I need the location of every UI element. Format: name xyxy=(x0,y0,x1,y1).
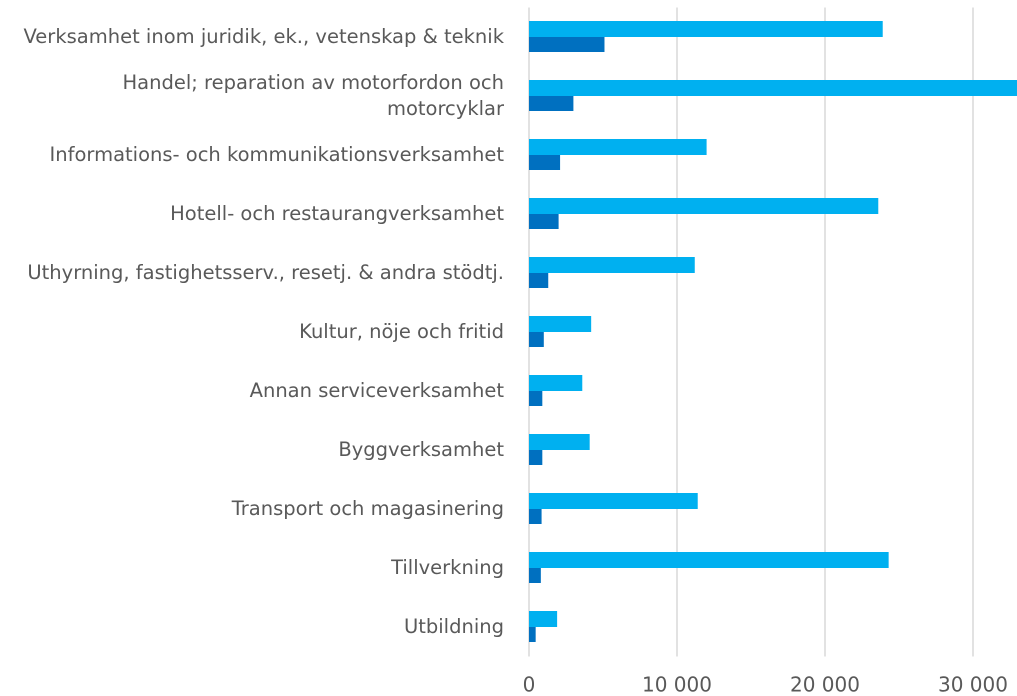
x-tick-label: 30 000 xyxy=(938,673,1008,696)
bar xyxy=(529,568,541,583)
bar xyxy=(529,332,544,347)
y-tick-label: Handel; reparation av motorfordon och mo… xyxy=(122,71,504,120)
x-tick-label: 10 000 xyxy=(642,673,712,696)
bar xyxy=(529,434,590,450)
bar xyxy=(529,273,549,288)
y-tick-label: Verksamhet inom juridik, ek., vetenskap … xyxy=(23,25,504,48)
bar xyxy=(529,257,695,273)
y-tick-label: Annan serviceverksamhet xyxy=(249,379,504,402)
bar xyxy=(529,155,561,170)
bar xyxy=(529,80,1017,96)
bar xyxy=(529,37,605,52)
bar xyxy=(529,198,879,214)
bar xyxy=(529,493,698,509)
x-tick-label: 20 000 xyxy=(790,673,860,696)
bar xyxy=(529,509,542,524)
y-tick-label: Utbildning xyxy=(403,615,504,638)
bar xyxy=(529,552,889,568)
y-tick-label: Hotell- och restaurangverksamhet xyxy=(170,202,504,225)
bar xyxy=(529,611,558,627)
bar xyxy=(529,96,574,111)
y-tick-label: Informations- och kommunikationsverksamh… xyxy=(49,143,505,166)
bar xyxy=(529,214,559,229)
y-tick-label: Byggverksamhet xyxy=(338,438,504,461)
bar xyxy=(529,450,543,465)
bar xyxy=(529,139,707,155)
bar xyxy=(529,316,592,332)
y-tick-label: Kultur, nöje och fritid xyxy=(299,320,504,343)
bar xyxy=(529,627,536,642)
y-tick-label: Transport och magasinering xyxy=(231,497,504,520)
bar xyxy=(529,391,543,406)
bar xyxy=(529,21,883,37)
bar xyxy=(529,375,583,391)
y-tick-label: Uthyrning, fastighetsserv., resetj. & an… xyxy=(27,261,504,284)
y-tick-label: Tillverkning xyxy=(391,556,504,579)
x-tick-label: 0 xyxy=(523,673,536,696)
